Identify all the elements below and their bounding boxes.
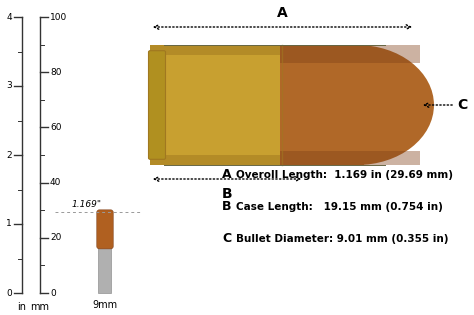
Text: 2: 2: [6, 151, 12, 159]
Text: C: C: [222, 232, 231, 245]
Text: 20: 20: [50, 233, 61, 242]
Text: A: A: [222, 169, 232, 181]
Text: 0: 0: [6, 289, 12, 297]
Text: Overoll Length:  1.169 in (29.69 mm): Overoll Length: 1.169 in (29.69 mm): [236, 170, 453, 180]
Bar: [281, 151, 420, 165]
Bar: [150, 45, 309, 54]
Bar: [150, 155, 309, 165]
Text: 1: 1: [6, 220, 12, 228]
Text: A: A: [277, 6, 288, 20]
Text: 80: 80: [50, 68, 62, 77]
Text: 1.169": 1.169": [72, 200, 102, 209]
Text: Bullet Diameter: 9.01 mm (0.355 in): Bullet Diameter: 9.01 mm (0.355 in): [236, 234, 448, 244]
Text: 40: 40: [50, 178, 61, 187]
Text: C: C: [457, 98, 467, 112]
Bar: [150, 45, 309, 165]
Bar: [99, 238, 111, 293]
FancyBboxPatch shape: [148, 51, 165, 159]
Text: B: B: [222, 187, 232, 201]
Text: Case Length:   19.15 mm (0.754 in): Case Length: 19.15 mm (0.754 in): [236, 202, 443, 212]
Text: 60: 60: [50, 123, 62, 132]
Text: mm: mm: [30, 302, 49, 312]
Text: 4: 4: [6, 13, 12, 21]
Text: 100: 100: [50, 13, 67, 21]
Text: 9mm: 9mm: [92, 300, 118, 310]
Bar: [281, 45, 364, 165]
Text: 3: 3: [6, 82, 12, 90]
Text: B: B: [222, 201, 231, 214]
Bar: [281, 45, 420, 63]
FancyBboxPatch shape: [97, 210, 113, 249]
Bar: [99, 228, 111, 243]
Ellipse shape: [281, 45, 434, 165]
Text: 0: 0: [50, 289, 56, 297]
Text: in: in: [18, 302, 27, 312]
